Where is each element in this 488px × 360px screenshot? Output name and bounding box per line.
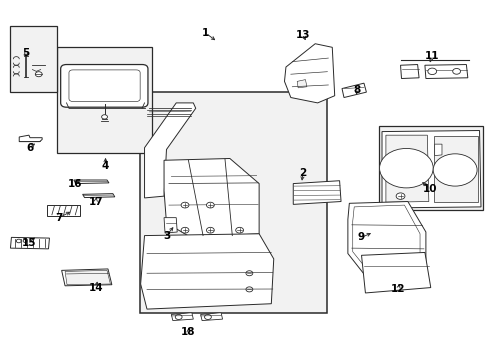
Text: 9: 9 [357, 232, 365, 242]
Polygon shape [47, 205, 80, 216]
Bar [10, 26, 57, 92]
Bar [140, 92, 327, 313]
Polygon shape [61, 269, 112, 286]
Circle shape [35, 72, 42, 77]
FancyBboxPatch shape [61, 64, 148, 107]
Text: 6: 6 [26, 143, 34, 153]
Polygon shape [171, 313, 193, 320]
Circle shape [16, 239, 21, 243]
Circle shape [206, 227, 214, 233]
Text: 3: 3 [163, 231, 170, 240]
Polygon shape [74, 180, 109, 184]
Polygon shape [141, 234, 273, 309]
Circle shape [395, 193, 404, 199]
Polygon shape [284, 44, 334, 103]
Text: 2: 2 [299, 168, 306, 178]
Polygon shape [400, 64, 418, 78]
Circle shape [204, 315, 211, 319]
Polygon shape [200, 313, 222, 320]
Text: 14: 14 [88, 283, 103, 293]
Polygon shape [293, 181, 340, 204]
Text: 13: 13 [295, 30, 309, 40]
Text: 17: 17 [88, 197, 103, 207]
Circle shape [23, 239, 27, 242]
Polygon shape [347, 202, 425, 283]
Polygon shape [144, 103, 195, 198]
Polygon shape [10, 237, 49, 249]
Circle shape [432, 154, 476, 186]
Bar [57, 47, 152, 153]
Polygon shape [433, 136, 477, 202]
Bar [378, 126, 483, 211]
Circle shape [175, 315, 182, 319]
Polygon shape [163, 158, 259, 237]
Circle shape [235, 227, 243, 233]
Polygon shape [297, 80, 306, 88]
Text: 11: 11 [424, 51, 439, 61]
Text: 4: 4 [102, 161, 109, 171]
Polygon shape [82, 194, 115, 198]
Polygon shape [424, 64, 467, 78]
Text: 16: 16 [67, 179, 82, 189]
Text: 8: 8 [352, 85, 360, 95]
Circle shape [102, 115, 107, 119]
Text: 15: 15 [21, 238, 36, 248]
Text: 1: 1 [202, 28, 209, 38]
Circle shape [181, 227, 188, 233]
Text: 10: 10 [422, 184, 436, 194]
Text: 18: 18 [181, 327, 195, 337]
Polygon shape [19, 135, 42, 141]
Circle shape [206, 202, 214, 208]
Circle shape [181, 202, 188, 208]
Polygon shape [65, 270, 110, 285]
Polygon shape [341, 83, 366, 98]
Text: 5: 5 [22, 48, 30, 58]
Circle shape [452, 68, 460, 74]
Text: 7: 7 [56, 213, 63, 222]
Polygon shape [385, 135, 428, 202]
Polygon shape [163, 218, 177, 233]
Polygon shape [361, 252, 430, 293]
Circle shape [379, 148, 432, 188]
Polygon shape [434, 144, 441, 156]
Polygon shape [381, 131, 480, 208]
Circle shape [427, 68, 436, 75]
Text: 12: 12 [390, 284, 405, 294]
